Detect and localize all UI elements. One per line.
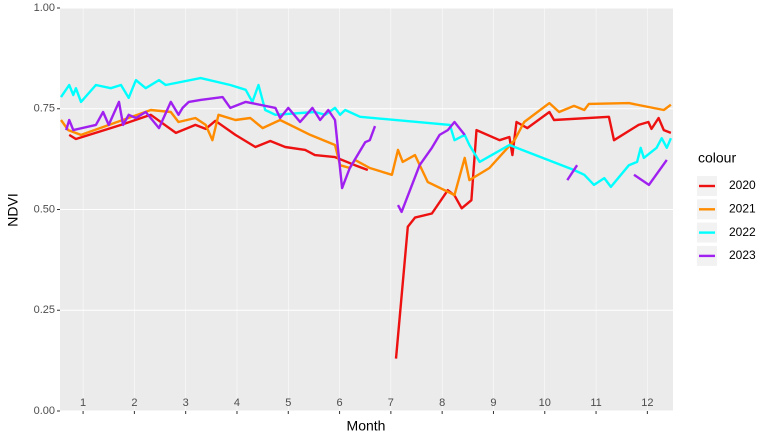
series-line — [60, 101, 672, 197]
y-tick-label: 0.00 — [34, 405, 55, 417]
x-tick-label: 9 — [490, 397, 496, 409]
x-tick-label: 1 — [80, 397, 86, 409]
x-tick-label: 7 — [388, 397, 394, 409]
legend-label: 2022 — [729, 225, 756, 239]
x-tick-label: 12 — [641, 397, 653, 409]
y-tick-label: 0.75 — [34, 103, 55, 115]
series-line — [60, 76, 673, 189]
x-tick-label: 6 — [337, 397, 343, 409]
y-axis-title: NDVI — [5, 193, 21, 226]
legend-label: 2021 — [729, 201, 756, 215]
x-tick-label: 3 — [183, 397, 189, 409]
x-tick-label: 2 — [131, 397, 137, 409]
x-tick-label: 5 — [285, 397, 291, 409]
y-tick-label: 0.50 — [34, 203, 55, 215]
series-line — [65, 95, 668, 214]
legend-label: 2020 — [729, 178, 756, 192]
legend-title: colour — [698, 150, 736, 166]
y-tick-label: 1.00 — [34, 2, 55, 14]
x-tick-label: 4 — [234, 397, 240, 409]
x-tick-label: 8 — [439, 397, 445, 409]
legend-label: 2023 — [729, 248, 756, 262]
x-tick-label: 10 — [539, 397, 551, 409]
y-tick-label: 0.25 — [34, 304, 55, 316]
x-tick-label: 11 — [590, 397, 601, 409]
x-axis-title: Month — [347, 418, 386, 434]
